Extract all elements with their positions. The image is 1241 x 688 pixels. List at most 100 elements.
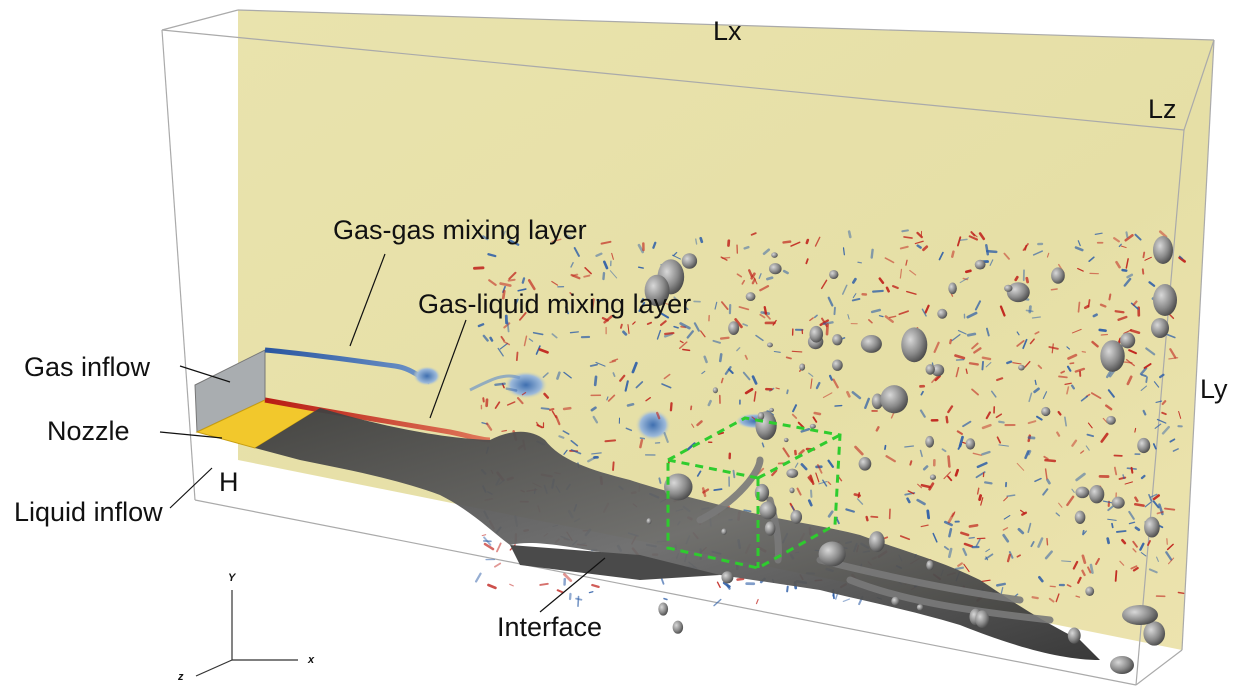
vorticity-speck xyxy=(1006,494,1016,498)
vorticity-speck xyxy=(1132,300,1138,306)
vorticity-speck xyxy=(701,370,706,375)
vorticity-speck xyxy=(593,375,598,387)
vorticity-speck xyxy=(864,397,870,410)
vorticity-speck xyxy=(1169,438,1176,443)
vortex-1 xyxy=(413,366,441,386)
vorticity-speck xyxy=(878,277,885,285)
vorticity-speck xyxy=(1153,381,1160,388)
vorticity-speck xyxy=(542,372,549,378)
vorticity-speck xyxy=(898,310,909,316)
vorticity-speck xyxy=(782,269,789,275)
vorticity-speck xyxy=(868,319,873,324)
vorticity-speck xyxy=(947,455,951,468)
droplet xyxy=(1018,364,1025,371)
vorticity-speck xyxy=(805,238,810,245)
droplet xyxy=(721,528,727,535)
vorticity-speck xyxy=(948,527,953,538)
droplet xyxy=(1004,284,1013,292)
vorticity-speck xyxy=(570,262,574,268)
vorticity-speck xyxy=(1080,395,1089,402)
vorticity-speck xyxy=(732,469,736,479)
vorticity-speck xyxy=(1139,542,1145,551)
vorticity-speck xyxy=(1177,591,1185,595)
vorticity-speck xyxy=(1029,338,1035,345)
vorticity-speck xyxy=(899,268,903,279)
vorticity-speck xyxy=(1165,551,1173,561)
vorticity-speck xyxy=(551,238,562,243)
vorticity-speck xyxy=(1036,415,1043,421)
vorticity-speck xyxy=(812,416,818,423)
vorticity-speck xyxy=(827,296,834,307)
vorticity-speck xyxy=(591,452,602,455)
vorticity-speck xyxy=(714,301,718,310)
vorticity-speck xyxy=(590,298,595,311)
vorticity-speck xyxy=(1046,537,1049,546)
vorticity-speck xyxy=(1033,387,1040,394)
vorticity-speck xyxy=(815,472,820,483)
vorticity-speck xyxy=(1148,281,1156,287)
vorticity-speck xyxy=(562,572,573,582)
vorticity-speck xyxy=(535,421,540,427)
vorticity-speck xyxy=(1118,243,1122,248)
droplet xyxy=(1120,332,1136,349)
vorticity-speck xyxy=(1016,554,1021,558)
vorticity-speck xyxy=(751,416,757,421)
vorticity-speck xyxy=(483,536,492,546)
vorticity-speck xyxy=(825,323,829,336)
vorticity-speck xyxy=(656,329,662,340)
vorticity-speck xyxy=(852,277,857,284)
droplet xyxy=(771,252,778,258)
vorticity-speck xyxy=(751,375,758,385)
vorticity-speck xyxy=(724,366,732,375)
droplet xyxy=(786,468,799,479)
vorticity-speck xyxy=(720,256,728,261)
vorticity-speck xyxy=(947,547,953,559)
vorticity-speck xyxy=(928,482,935,491)
vorticity-speck xyxy=(1152,500,1160,509)
vorticity-speck xyxy=(1006,360,1013,365)
vorticity-speck xyxy=(1083,530,1087,535)
vorticity-speck xyxy=(941,448,947,453)
vorticity-speck xyxy=(477,323,485,328)
vorticity-speck xyxy=(810,378,813,389)
vorticity-speck xyxy=(572,273,579,277)
vorticity-speck xyxy=(947,512,955,524)
vorticity-speck xyxy=(734,318,743,329)
vorticity-speck xyxy=(1178,256,1186,263)
vorticity-speck xyxy=(1057,410,1062,416)
vorticity-speck xyxy=(851,298,861,302)
vorticity-speck xyxy=(693,322,700,332)
vorticity-speck xyxy=(1016,462,1025,471)
vorticity-speck xyxy=(1105,404,1113,411)
vorticity-speck xyxy=(1143,363,1152,369)
vorticity-speck xyxy=(758,273,762,279)
vortex-3 xyxy=(635,409,671,441)
vorticity-speck xyxy=(702,488,710,494)
droplet xyxy=(925,435,935,448)
vorticity-speck xyxy=(798,449,805,456)
vorticity-speck xyxy=(483,542,495,551)
vorticity-speck xyxy=(1158,230,1168,238)
vorticity-speck xyxy=(1030,541,1035,548)
vorticity-speck xyxy=(1027,420,1037,425)
vorticity-speck xyxy=(1166,333,1176,339)
vorticity-speck xyxy=(639,437,646,440)
vorticity-speck xyxy=(971,388,979,396)
vorticity-speck xyxy=(1178,410,1182,419)
vorticity-speck xyxy=(1130,565,1138,570)
vorticity-speck xyxy=(502,230,506,237)
vorticity-speck xyxy=(973,347,982,354)
droplet xyxy=(646,518,652,525)
vorticity-speck xyxy=(1123,277,1132,287)
vorticity-speck xyxy=(538,348,549,354)
vorticity-speck xyxy=(922,245,929,252)
droplet xyxy=(1144,516,1160,538)
vorticity-speck xyxy=(1031,596,1039,600)
vorticity-speck xyxy=(485,422,493,431)
droplet xyxy=(871,393,884,410)
vorticity-speck xyxy=(962,547,968,557)
vorticity-speck xyxy=(1107,389,1115,398)
droplet xyxy=(1051,267,1065,284)
vorticity-speck xyxy=(631,361,638,374)
vorticity-speck xyxy=(482,334,489,342)
